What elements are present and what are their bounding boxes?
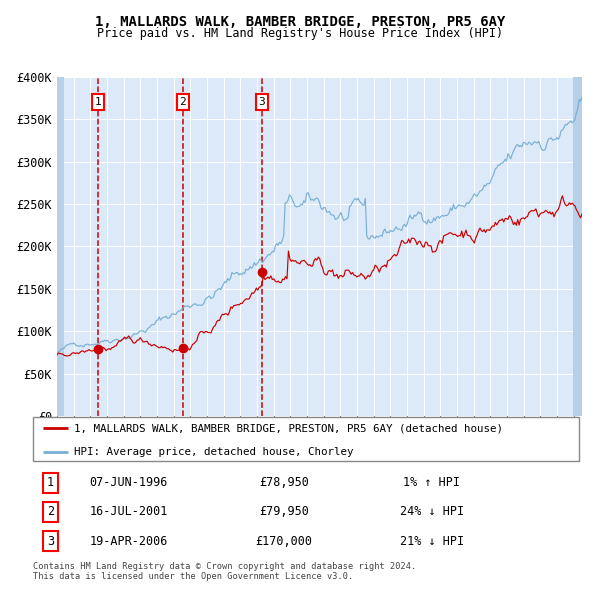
Text: 1% ↑ HPI: 1% ↑ HPI	[403, 476, 460, 489]
Text: 07-JUN-1996: 07-JUN-1996	[89, 476, 168, 489]
Text: £78,950: £78,950	[259, 476, 309, 489]
Text: 1: 1	[47, 476, 54, 489]
Bar	[57, 77, 64, 416]
Text: 16-JUL-2001: 16-JUL-2001	[89, 505, 168, 519]
Text: 1, MALLARDS WALK, BAMBER BRIDGE, PRESTON, PR5 6AY: 1, MALLARDS WALK, BAMBER BRIDGE, PRESTON…	[95, 15, 505, 29]
Text: 2: 2	[47, 505, 54, 519]
Text: £170,000: £170,000	[256, 535, 313, 548]
Text: This data is licensed under the Open Government Licence v3.0.: This data is licensed under the Open Gov…	[33, 572, 353, 581]
Text: Price paid vs. HM Land Registry's House Price Index (HPI): Price paid vs. HM Land Registry's House …	[97, 27, 503, 40]
Text: 2: 2	[179, 97, 186, 107]
Bar	[573, 77, 583, 416]
Text: 3: 3	[259, 97, 265, 107]
Text: 1, MALLARDS WALK, BAMBER BRIDGE, PRESTON, PR5 6AY (detached house): 1, MALLARDS WALK, BAMBER BRIDGE, PRESTON…	[74, 423, 503, 433]
FancyBboxPatch shape	[33, 417, 579, 461]
Text: HPI: Average price, detached house, Chorley: HPI: Average price, detached house, Chor…	[74, 447, 353, 457]
Text: 3: 3	[47, 535, 54, 548]
Text: 24% ↓ HPI: 24% ↓ HPI	[400, 505, 464, 519]
Text: 21% ↓ HPI: 21% ↓ HPI	[400, 535, 464, 548]
Text: 19-APR-2006: 19-APR-2006	[89, 535, 168, 548]
Text: 1: 1	[94, 97, 101, 107]
Text: Contains HM Land Registry data © Crown copyright and database right 2024.: Contains HM Land Registry data © Crown c…	[33, 562, 416, 571]
Text: £79,950: £79,950	[259, 505, 309, 519]
